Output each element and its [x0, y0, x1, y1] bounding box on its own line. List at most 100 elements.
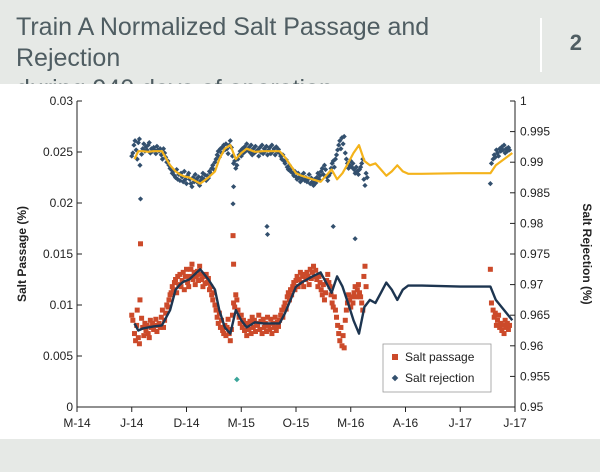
x-tick-label: J-17	[449, 416, 473, 430]
salt-passage-point	[357, 290, 363, 296]
y-tick-label-right: 0.96	[520, 339, 544, 353]
outlier-point	[234, 376, 240, 383]
salt-passage-point	[260, 316, 266, 322]
salt-rejection-point	[315, 170, 321, 176]
salt-passage-point	[296, 277, 302, 282]
salt-passage-point	[273, 328, 279, 333]
salt-passage-point	[269, 331, 275, 337]
y-tick-label-left: 0.025	[43, 145, 73, 159]
salt-passage-point	[233, 292, 239, 298]
salt-rejection-point	[343, 156, 349, 162]
salt-rejection-point	[503, 146, 509, 152]
salt-passage-point	[301, 284, 307, 290]
salt-passage-point	[252, 329, 258, 335]
salt-rejection-point	[160, 146, 167, 152]
salt-rejection-point	[227, 138, 233, 144]
salt-rejection-point	[183, 181, 190, 187]
y-tick-label-right: 0.955	[520, 369, 550, 383]
salt-passage-point	[180, 269, 186, 275]
salt-passage-point	[184, 266, 189, 272]
salt-passage-point	[261, 324, 267, 330]
salt-passage-point	[197, 263, 203, 269]
x-tick-label: J-14	[120, 416, 144, 430]
salt-passage-point	[144, 322, 150, 328]
salt-rejection-point	[349, 164, 355, 170]
salt-rejection-point	[342, 150, 348, 156]
salt-passage-point	[247, 318, 253, 324]
legend-swatch-salt-passage	[392, 354, 398, 360]
salt-rejection-point	[317, 173, 323, 179]
salt-rejection-point	[204, 173, 210, 179]
legend-label-salt-rejection: Salt rejection	[405, 371, 474, 385]
salt-rejection-point	[184, 173, 191, 179]
y-axis-title-left: Salt Passage (%)	[15, 206, 29, 302]
salt-passage-point	[232, 304, 238, 310]
salt-rejection-point	[361, 176, 367, 182]
salt-rejection-point	[499, 144, 505, 150]
salt-passage-point	[358, 294, 364, 300]
salt-passage-point	[200, 284, 206, 290]
y-tick-label-left: 0.005	[43, 349, 73, 363]
salt-passage-point	[163, 310, 169, 316]
salt-passage-point	[210, 297, 216, 303]
salt-passage-point	[173, 277, 179, 282]
salt-rejection-point	[364, 174, 370, 181]
salt-passage-point	[285, 290, 291, 296]
salt-passage-point	[342, 317, 348, 323]
salt-passage-point	[331, 294, 337, 300]
salt-passage-point	[315, 284, 321, 290]
salt-passage-point	[171, 280, 177, 286]
salt-passage-point	[256, 312, 262, 318]
x-tick-label: M-15	[228, 416, 256, 430]
x-tick-label: M-14	[63, 416, 91, 430]
salt-passage-point	[297, 269, 303, 275]
figure-footer	[0, 443, 600, 472]
salt-rejection-point	[322, 166, 329, 173]
salt-rejection-point	[182, 176, 189, 182]
salt-passage-point	[166, 297, 172, 303]
salt-rejection-point	[192, 171, 198, 178]
salt-passage-point	[211, 290, 217, 296]
salt-passage-point	[499, 328, 505, 333]
salt-passage-point	[335, 322, 341, 328]
salt-passage-point	[362, 263, 368, 269]
salt-passage-point	[246, 326, 252, 332]
salt-passage-point	[327, 284, 333, 290]
y-axis-title-right: Salt Rejection (%)	[580, 203, 594, 304]
salt-passage-point	[134, 307, 140, 313]
salt-passage-point	[159, 307, 165, 313]
salt-rejection-point	[257, 144, 263, 151]
salt-passage-point	[170, 287, 176, 293]
salt-rejection-point	[339, 135, 345, 141]
salt-rejection-point	[294, 176, 300, 182]
salt-passage-point	[337, 338, 343, 344]
salt-passage-point	[191, 269, 197, 275]
salt-rejection-point	[154, 143, 160, 149]
salt-passage-point	[138, 241, 144, 247]
salt-passage-point	[187, 273, 193, 279]
salt-passage-point	[239, 324, 245, 330]
salt-passage-point	[265, 314, 271, 320]
chart-title-line-1: Train A Normalized Salt Passage and Reje…	[16, 13, 430, 72]
salt-passage-point	[185, 280, 191, 286]
salt-rejection-point	[264, 231, 271, 238]
salt-passage-point	[501, 331, 507, 337]
salt-passage-point	[255, 322, 261, 328]
salt-rejection-point	[252, 143, 259, 149]
salt-passage-point	[268, 316, 274, 322]
salt-passage-point	[182, 273, 188, 279]
salt-passage-point	[208, 284, 214, 290]
salt-passage-point	[317, 280, 323, 286]
salt-passage-point	[306, 282, 312, 288]
salt-passage-point	[196, 278, 202, 284]
x-tick-label: O-15	[283, 416, 310, 430]
salt-passage-point	[181, 287, 187, 293]
salt-rejection-point	[195, 174, 202, 180]
salt-passage-point	[313, 267, 319, 273]
salt-passage-point	[204, 280, 210, 286]
salt-rejection-point	[352, 236, 358, 242]
salt-rejection-point	[340, 141, 346, 147]
salt-rejection-point	[282, 160, 288, 167]
salt-rejection-point	[230, 201, 236, 207]
